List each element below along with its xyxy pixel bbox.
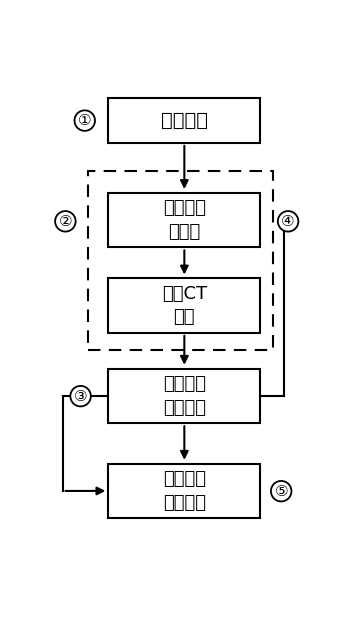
Text: ①: ① (78, 113, 91, 128)
FancyBboxPatch shape (108, 97, 261, 143)
Text: 显微CT
扫描: 显微CT 扫描 (162, 285, 207, 326)
Text: 样品制备: 样品制备 (161, 111, 208, 130)
Text: ②: ② (59, 214, 72, 229)
Text: ③: ③ (74, 389, 87, 404)
Text: 酸岩反应
前后对比: 酸岩反应 前后对比 (163, 470, 206, 511)
FancyBboxPatch shape (108, 463, 261, 518)
FancyBboxPatch shape (108, 193, 261, 247)
FancyBboxPatch shape (108, 368, 261, 423)
Text: 酸岩反应
模拟实验: 酸岩反应 模拟实验 (163, 375, 206, 416)
Text: ④: ④ (281, 214, 295, 229)
Text: 电子探针
面分析: 电子探针 面分析 (163, 199, 206, 241)
Text: ⑤: ⑤ (275, 484, 288, 499)
FancyBboxPatch shape (108, 278, 261, 333)
